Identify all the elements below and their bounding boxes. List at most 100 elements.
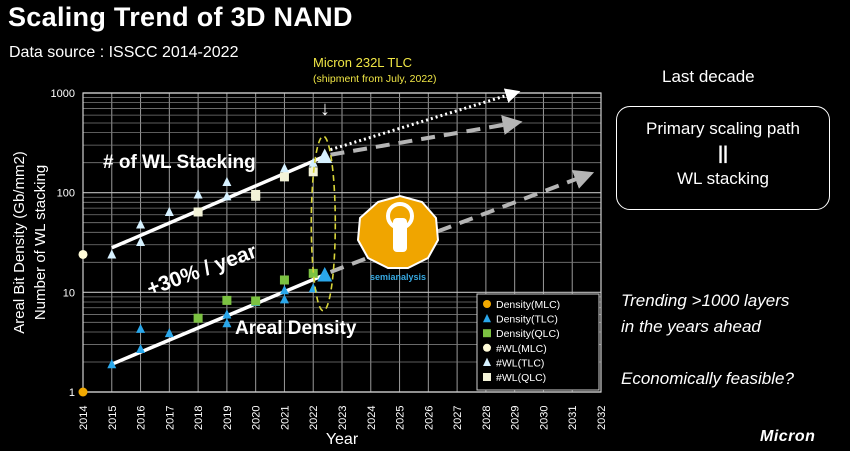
legend-marker: [483, 357, 491, 366]
data-point-density-qlc: [251, 296, 261, 306]
trend-line: [111, 154, 326, 250]
legend-label: Density(TLC): [496, 314, 558, 326]
x-tick-label: 2017: [164, 406, 176, 430]
trend-line-1: Trending >1000 layers: [621, 291, 790, 310]
data-point-density-tlc: [222, 309, 232, 319]
x-tick-label: 2023: [337, 406, 349, 430]
economics-note: Economically feasible?: [621, 369, 794, 388]
x-axis-label: Year: [326, 431, 359, 448]
plot-frame: [82, 92, 602, 393]
y-axis-label-density: Areal Bit Density (Gb/mm2): [11, 151, 28, 334]
data-point--wl-mlc: [78, 249, 88, 259]
chart-axes: 2014 2015 2016 2017 2018 2019 2020 2021 2022 2023…: [11, 88, 608, 448]
data-point--wl-qlc: [193, 207, 203, 217]
data-point-density-qlc: [222, 295, 232, 305]
data-point--wl-tlc: [222, 191, 232, 201]
micron-logo: Micron: [760, 428, 816, 445]
growth-rate-label: +30% / year: [144, 240, 260, 301]
legend-marker: [483, 314, 491, 323]
y-tick-label: 10: [63, 287, 75, 299]
x-tick-label: 2025: [395, 406, 407, 430]
x-tick-label: 2031: [567, 406, 579, 430]
legend-marker: [483, 343, 491, 352]
watermark-text: semianalysis: [370, 272, 426, 282]
watermark-emblem: [393, 218, 407, 252]
legend-label: Density(MLC): [496, 299, 560, 311]
micron-annotation-subtitle: (shipment from July, 2022): [313, 73, 437, 85]
data-point--wl-tlc: [317, 148, 333, 163]
scaling-path-box: Primary scaling path || WL stacking: [616, 106, 830, 210]
legend-label: Density(QLC): [496, 328, 560, 340]
x-tick-label: 2029: [510, 406, 522, 430]
box-line-primary: Primary scaling path: [645, 119, 800, 138]
data-point--wl-qlc: [251, 189, 261, 199]
data-point--wl-tlc: [136, 236, 146, 247]
x-tick-label: 2030: [538, 406, 550, 430]
data-point--wl-tlc: [222, 176, 232, 187]
data-point--wl-tlc: [308, 157, 318, 167]
trend-lines: [111, 88, 595, 366]
data-point-density-tlc: [107, 359, 117, 369]
data-point-density-qlc: [308, 268, 318, 278]
data-point-density-tlc: [136, 343, 146, 354]
data-point-density-tlc: [317, 267, 333, 282]
wl-stacking-label: # of WL Stacking: [103, 152, 256, 173]
x-tick-label: 2021: [279, 406, 291, 430]
x-tick-label: 2018: [193, 406, 205, 430]
micron-arrow: ↓: [320, 98, 330, 120]
x-tick-label: 2015: [107, 406, 119, 430]
x-tick-label: 2016: [136, 406, 148, 430]
chart-title: Scaling Trend of 3D NAND: [8, 2, 353, 32]
x-tick-label: 2019: [222, 406, 234, 430]
data-point--wl-tlc: [136, 219, 146, 229]
x-tick-label: 2014: [78, 406, 90, 430]
data-point-density-tlc: [164, 328, 174, 338]
x-tick-label: 2022: [308, 406, 320, 430]
box-line-wl: WL stacking: [677, 169, 769, 188]
micron-highlight-ellipse: [310, 135, 337, 312]
trend-note: Trending >1000 layers in the years ahead: [621, 288, 789, 340]
data-point--wl-tlc: [193, 189, 203, 199]
data-point-density-mlc: [78, 387, 88, 397]
data-point--wl-tlc: [107, 249, 117, 259]
x-tick-label: 2028: [481, 406, 493, 430]
areal-density-label: Areal Density: [235, 318, 357, 339]
legend-marker: [483, 373, 491, 381]
trend-line: [330, 115, 523, 157]
legend-marker: [483, 329, 491, 338]
trend-line-2: in the years ahead: [621, 317, 761, 336]
data-point-density-qlc: [279, 275, 289, 285]
data-point-density-tlc: [279, 294, 289, 304]
y-tick-label: 100: [57, 188, 75, 200]
data-point--wl-tlc: [164, 206, 174, 217]
last-decade-label: Last decade: [662, 67, 755, 86]
x-tick-label: 2020: [251, 406, 263, 430]
x-tick-label: 2024: [366, 406, 378, 430]
data-point--wl-qlc: [279, 172, 289, 182]
box-line-separator: ||: [717, 143, 729, 163]
legend-label: #WL(MLC): [496, 343, 547, 355]
x-tick-label: 2026: [423, 406, 435, 430]
legend-marker: [483, 300, 491, 308]
legend-label: #WL(QLC): [496, 372, 546, 384]
trend-line: [330, 88, 521, 152]
chart-marks: [78, 148, 333, 397]
micron-annotation-title: Micron 232L TLC: [313, 55, 412, 70]
data-point-density-tlc: [136, 323, 146, 333]
watermark-emblem-ring: [386, 202, 414, 230]
chart-legend: Density(MLC) Density(TLC) Density(QLC) #WL(…: [476, 293, 600, 391]
legend-label: #WL(TLC): [496, 357, 544, 369]
data-point-density-tlc: [222, 318, 232, 328]
data-point-density-tlc: [279, 285, 289, 295]
data-point--wl-tlc: [279, 163, 289, 173]
data-point-density-qlc: [193, 313, 203, 323]
semianalysis-watermark: semianalysis: [356, 194, 440, 282]
y-tick-label: 1: [69, 387, 75, 399]
trend-line: [111, 273, 326, 366]
x-tick-label: 2032: [596, 406, 608, 430]
data-source: Data source : ISSCC 2014-2022: [9, 44, 239, 61]
y-axis-label-wl: Number of WL stacking: [32, 165, 49, 320]
x-tick-label: 2027: [452, 406, 464, 430]
y-tick-label: 1000: [51, 88, 75, 100]
